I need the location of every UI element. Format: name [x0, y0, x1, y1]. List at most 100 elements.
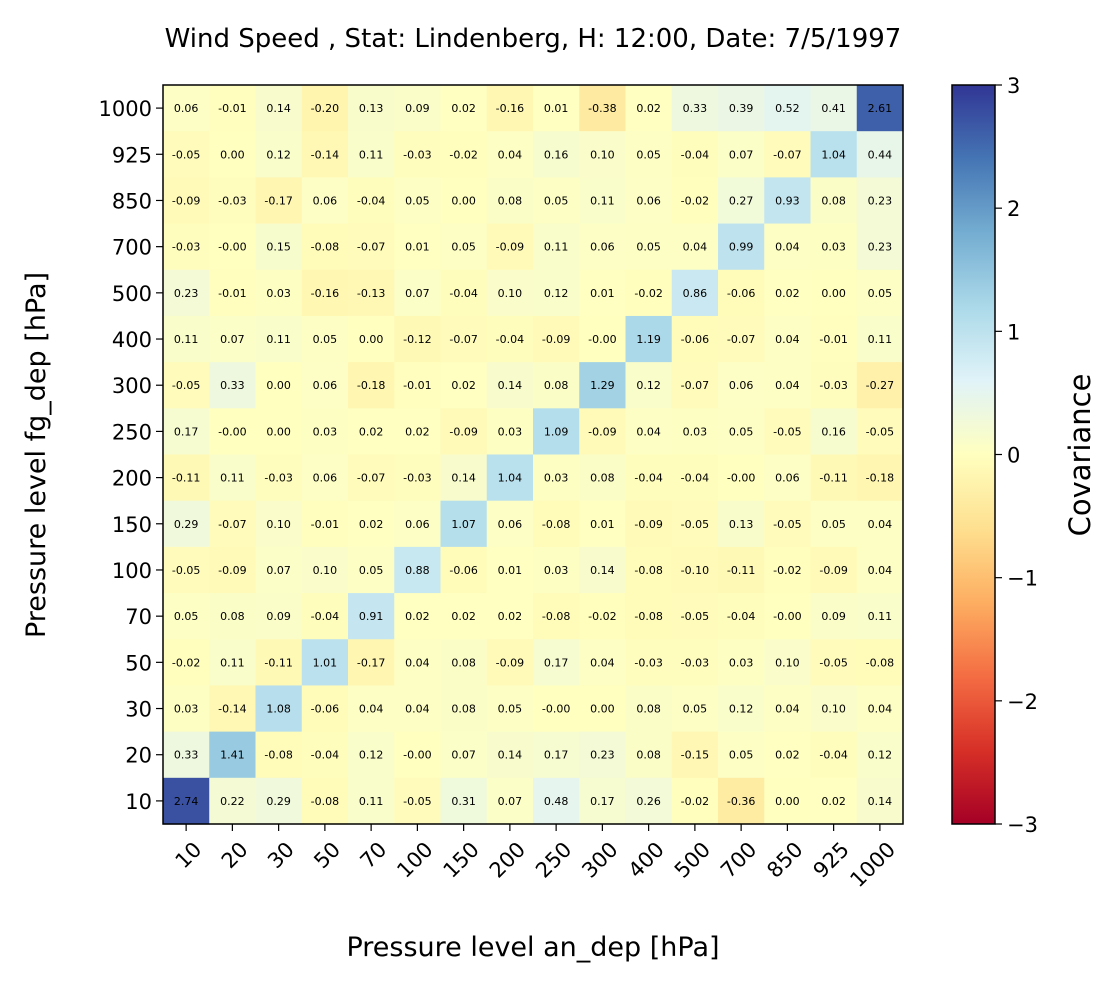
heatmap-cell [671, 85, 719, 132]
colorbar-tick-label: 0 [1007, 444, 1020, 468]
cell-value-label: -0.02 [634, 287, 662, 300]
cell-value-label: 0.33 [683, 102, 708, 115]
heatmap-cell [579, 685, 627, 733]
heatmap-cell [348, 639, 395, 687]
cell-value-label: -0.07 [449, 333, 477, 346]
heatmap-cell [579, 731, 627, 779]
heatmap-cell [486, 500, 534, 548]
y-tick-label: 30 [125, 698, 152, 722]
cell-value-label: 0.11 [174, 333, 199, 346]
heatmap-cell [348, 408, 395, 456]
heatmap-cell [348, 454, 395, 502]
cell-value-label: -0.36 [727, 795, 755, 808]
heatmap-cell [301, 131, 349, 178]
cell-value-label: -0.14 [218, 703, 246, 716]
heatmap-cell [856, 131, 904, 178]
cell-value-label: 0.06 [313, 472, 338, 485]
x-tick-label: 200 [485, 837, 530, 882]
cell-value-label: -0.18 [866, 472, 894, 485]
heatmap-cell [856, 223, 904, 271]
heatmap-cell [348, 777, 395, 825]
cell-value-label: 0.05 [729, 749, 754, 762]
x-tick-label: 100 [392, 837, 437, 882]
heatmap-cell [348, 546, 395, 594]
heatmap-cell [671, 131, 719, 178]
cell-value-label: -0.05 [819, 656, 847, 669]
cell-value-label: 0.13 [729, 518, 754, 531]
heatmap-cell [394, 500, 442, 548]
cell-value-label: 0.03 [683, 425, 708, 438]
heatmap-cell [671, 408, 719, 456]
cell-value-label: -0.08 [311, 795, 339, 808]
cell-value-label: -0.01 [218, 287, 246, 300]
heatmap-cell [579, 85, 627, 132]
cell-value-label: -0.03 [218, 194, 246, 207]
cell-value-label: -0.03 [264, 472, 292, 485]
heatmap-cell [625, 269, 673, 317]
cell-value-label: 1.04 [821, 148, 846, 161]
heatmap-cell [671, 500, 719, 548]
heatmap-cell [718, 500, 765, 548]
heatmap-cell [625, 454, 673, 502]
cell-value-label: 0.14 [498, 749, 523, 762]
colorbar-tick-label: 3 [1007, 74, 1020, 98]
heatmap-cell [764, 731, 812, 779]
heatmap-cell [856, 731, 904, 779]
cell-value-label: 0.11 [868, 610, 893, 623]
x-axis-ticks: 10 20 30 50 70 100 150 200 250 300 400 500 700 850 925… [171, 824, 900, 892]
heatmap-cell [810, 500, 858, 548]
heatmap-cell [394, 362, 442, 409]
cell-value-label: 0.00 [775, 795, 800, 808]
heatmap-cell [625, 593, 673, 640]
colorbar-ticks: 3 2 1 0 −1 −2 −3 [995, 74, 1038, 837]
cell-value-label: -0.06 [681, 333, 709, 346]
heatmap-cell [486, 731, 534, 779]
cell-value-label: 0.02 [359, 425, 384, 438]
cell-value-label: 0.17 [544, 656, 569, 669]
cell-value-label: 0.17 [590, 795, 615, 808]
cell-value-label: -0.38 [588, 102, 616, 115]
heatmap-cell [486, 593, 534, 640]
heatmap-cell [163, 85, 210, 132]
cell-value-label: -0.08 [542, 518, 570, 531]
cell-value-label: 0.14 [498, 379, 523, 392]
heatmap-cell [718, 315, 765, 363]
heatmap-cell [764, 85, 812, 132]
cell-value-label: 0.09 [821, 610, 846, 623]
heatmap-cell [486, 177, 534, 225]
heatmap-cell [625, 408, 673, 456]
cell-value-label: -0.11 [172, 472, 200, 485]
cell-value-label: -0.08 [866, 656, 894, 669]
heatmap-cell [255, 731, 303, 779]
cell-value-label: 1.07 [451, 518, 476, 531]
heatmap-cell [394, 315, 442, 363]
cell-value-label: 0.11 [359, 148, 384, 161]
cell-value-label: -0.05 [172, 379, 200, 392]
heatmap-cell [486, 454, 534, 502]
cell-value-label: 0.07 [266, 564, 291, 577]
cell-value-label: 0.07 [498, 795, 523, 808]
cell-value-label: 0.08 [636, 749, 661, 762]
heatmap-cell [671, 685, 719, 733]
heatmap-cell [394, 454, 442, 502]
cell-value-label: 0.04 [775, 333, 800, 346]
heatmap-cell [625, 731, 673, 779]
cell-value-label: 0.04 [590, 656, 615, 669]
cell-value-label: 0.05 [868, 287, 893, 300]
cell-value-label: 0.05 [544, 194, 569, 207]
heatmap-cell [718, 269, 765, 317]
cell-value-label: 0.04 [868, 703, 893, 716]
heatmap-cell [486, 85, 534, 132]
x-tick-label: 10 [171, 837, 207, 873]
cell-value-label: 1.01 [313, 656, 338, 669]
heatmap-cell [209, 546, 257, 594]
cell-value-label: 0.05 [729, 425, 754, 438]
cell-value-label: 0.22 [220, 795, 245, 808]
heatmap-cell [440, 731, 488, 779]
y-tick-label: 925 [112, 143, 152, 167]
heatmap-cell [810, 315, 858, 363]
heatmap-cell [579, 223, 627, 271]
cell-value-label: -0.15 [681, 749, 709, 762]
cell-value-label: -0.01 [819, 333, 847, 346]
